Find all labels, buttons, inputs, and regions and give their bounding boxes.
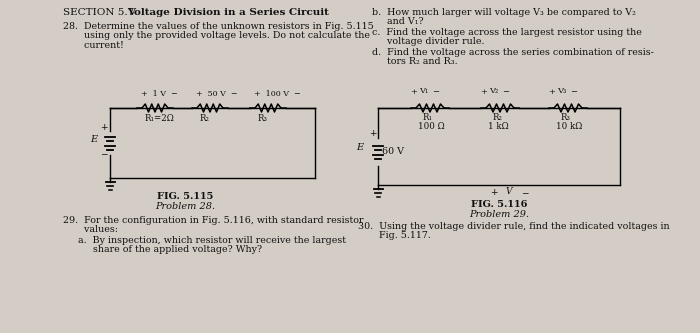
Text: R₃: R₃ <box>561 113 571 122</box>
Text: +  1 V  −: + 1 V − <box>141 90 178 98</box>
Text: +: + <box>100 123 108 132</box>
Text: −: − <box>502 88 509 96</box>
Text: E: E <box>356 144 363 153</box>
Text: E: E <box>90 135 97 144</box>
Text: SECTION 5.7: SECTION 5.7 <box>63 8 134 17</box>
Text: tors R₂ and R₃.: tors R₂ and R₃. <box>372 58 458 67</box>
Text: R₃: R₃ <box>258 114 268 123</box>
Text: 30.  Using the voltage divider rule, find the indicated voltages in: 30. Using the voltage divider rule, find… <box>358 222 670 231</box>
Text: d.  Find the voltage across the series combination of resis-: d. Find the voltage across the series co… <box>372 48 654 57</box>
Text: R₁: R₁ <box>423 113 433 122</box>
Text: +: + <box>490 188 498 197</box>
Text: Problem 28.: Problem 28. <box>155 202 215 211</box>
Text: −: − <box>521 188 528 197</box>
Text: −: − <box>432 88 439 96</box>
Text: R₂: R₂ <box>200 114 210 123</box>
Text: R₂: R₂ <box>493 113 503 122</box>
Text: +  50 V  −: + 50 V − <box>196 90 237 98</box>
Text: −: − <box>100 149 108 158</box>
Text: voltage divider rule.: voltage divider rule. <box>372 38 484 47</box>
Text: a.  By inspection, which resistor will receive the largest: a. By inspection, which resistor will re… <box>78 236 346 245</box>
Text: 28.  Determine the values of the unknown resistors in Fig. 5.115: 28. Determine the values of the unknown … <box>63 22 374 31</box>
Text: 29.  For the configuration in Fig. 5.116, with standard resistor: 29. For the configuration in Fig. 5.116,… <box>63 216 363 225</box>
Text: R₁=2Ω: R₁=2Ω <box>145 114 175 123</box>
Text: Fig. 5.117.: Fig. 5.117. <box>358 231 431 240</box>
Text: V₁: V₁ <box>419 87 428 95</box>
Text: current!: current! <box>63 41 124 50</box>
Text: +: + <box>369 130 377 139</box>
Text: 10 kΩ: 10 kΩ <box>556 122 582 131</box>
Text: 60 V: 60 V <box>382 147 404 156</box>
Text: +: + <box>410 88 417 96</box>
Text: V₃: V₃ <box>557 87 566 95</box>
Text: V: V <box>506 187 512 196</box>
Text: b.  How much larger will voltage V₃ be compared to V₂: b. How much larger will voltage V₃ be co… <box>372 8 636 17</box>
Text: share of the applied voltage? Why?: share of the applied voltage? Why? <box>78 245 262 254</box>
Text: and V₁?: and V₁? <box>372 18 424 27</box>
Text: 100 Ω: 100 Ω <box>418 122 444 131</box>
Text: FIG. 5.116: FIG. 5.116 <box>471 200 527 209</box>
Text: 1 kΩ: 1 kΩ <box>488 122 509 131</box>
Text: +  100 V  −: + 100 V − <box>254 90 301 98</box>
Text: values:: values: <box>63 225 118 234</box>
Text: −: − <box>570 88 577 96</box>
Text: +: + <box>480 88 487 96</box>
Text: +: + <box>548 88 555 96</box>
Text: FIG. 5.115: FIG. 5.115 <box>157 192 214 201</box>
Text: Voltage Division in a Series Circuit: Voltage Division in a Series Circuit <box>127 8 329 17</box>
Text: c.  Find the voltage across the largest resistor using the: c. Find the voltage across the largest r… <box>372 28 642 37</box>
Text: using only the provided voltage levels. Do not calculate the: using only the provided voltage levels. … <box>63 32 370 41</box>
Text: Problem 29.: Problem 29. <box>469 210 529 219</box>
Text: V₂: V₂ <box>489 87 498 95</box>
